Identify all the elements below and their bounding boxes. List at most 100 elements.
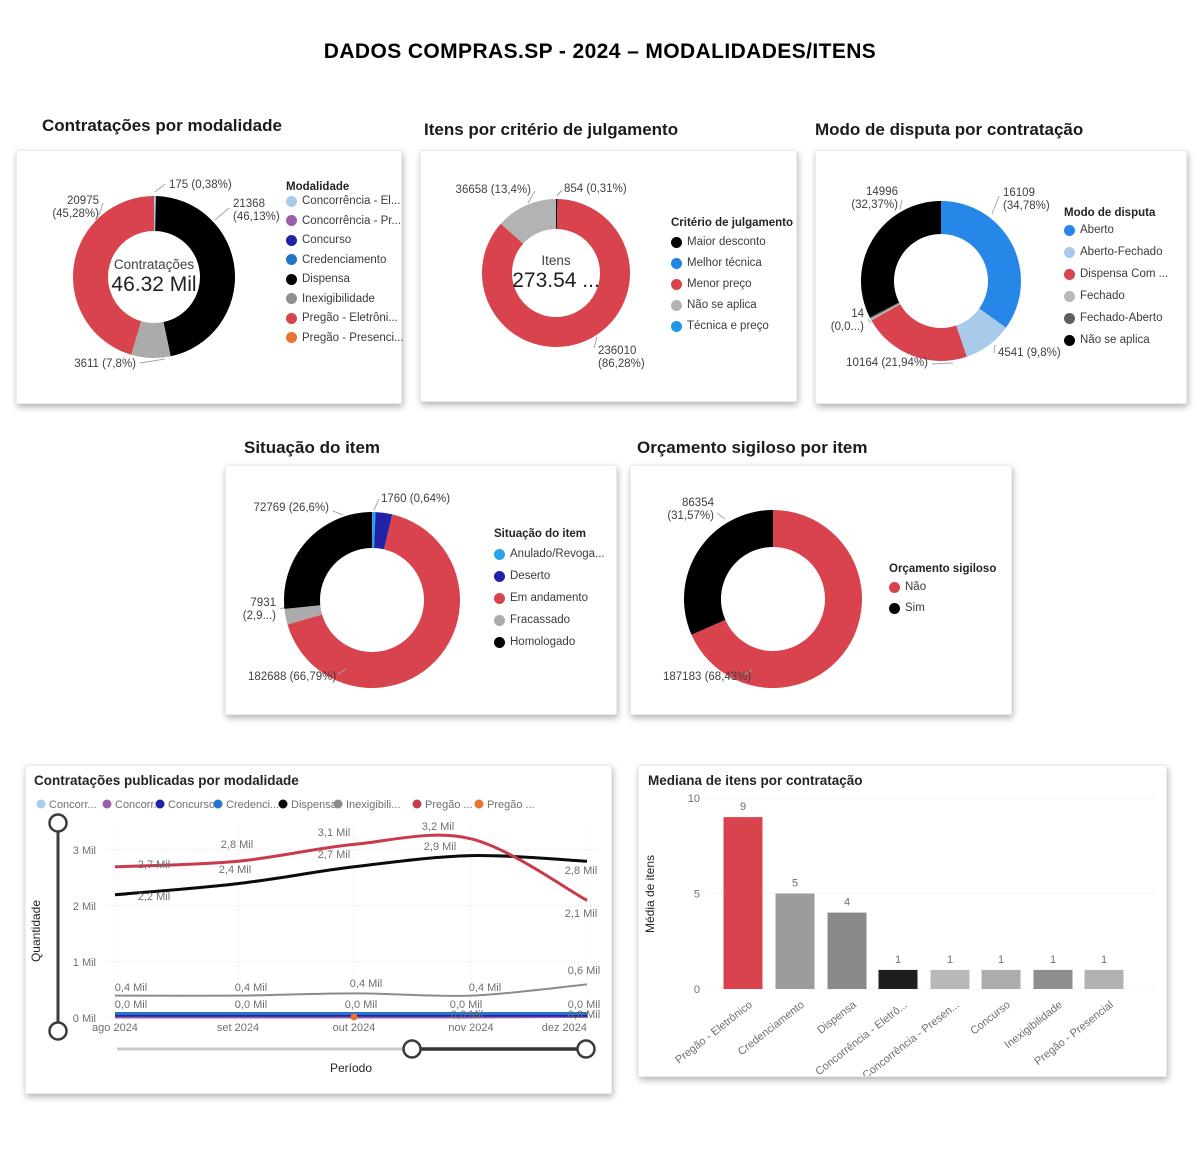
bar-Pregão - Presencial[interactable]	[1084, 969, 1124, 989]
legend-item-Aberto-Fechado[interactable]: Aberto-Fechado	[1064, 246, 1162, 258]
legend-item-Menor preço[interactable]: Menor preço	[671, 278, 752, 290]
legend-item-Inexigibilidade[interactable]: Inexigibilidade	[286, 293, 375, 305]
y-tick-label: 2 Mil	[73, 901, 96, 913]
legend-item-Maior desconto[interactable]: Maior desconto	[671, 236, 766, 248]
legend-item-Pregão - Presenci...[interactable]: Pregão - Presenci...	[286, 332, 404, 344]
line-legend-item-Concorr...[interactable]: Concorr...	[36, 799, 97, 811]
legend-item-label: Sim	[905, 602, 925, 614]
donut-slice-Não[interactable]	[691, 510, 862, 688]
legend-item-Não[interactable]: Não	[889, 581, 926, 593]
donut-slice-Menor preço[interactable]	[482, 199, 630, 347]
donut-slice-Fechado-Aberto[interactable]	[869, 302, 900, 319]
x-range-slider-handle[interactable]	[402, 1039, 422, 1059]
legend-item-Melhor técnica[interactable]: Melhor técnica	[671, 257, 762, 269]
legend-dot-icon	[1064, 246, 1075, 258]
bar-Inexigibilidade[interactable]	[1033, 969, 1073, 989]
legend-item-Dispensa[interactable]: Dispensa	[286, 273, 350, 285]
line-legend-item-Inexigibili...[interactable]: Inexigibili...	[333, 799, 401, 811]
line-legend-item-Pregão ...[interactable]: Pregão ...	[412, 799, 473, 811]
donut-slice-Não se aplica[interactable]	[500, 199, 556, 244]
bar-Dispensa[interactable]	[827, 912, 867, 989]
line-legend-item-Dispensa[interactable]: Dispensa	[278, 799, 338, 811]
donut-slice-Dispensa Com ...[interactable]	[871, 304, 967, 361]
x-category-label: Concorrência - Presen...	[861, 999, 962, 1076]
y-zoom-slider-handle[interactable]	[48, 813, 68, 833]
donut-slice-Deserto[interactable]	[374, 512, 393, 550]
y-tick-label: 3 Mil	[73, 845, 96, 857]
value-label: 0,0 Mil	[345, 999, 377, 1011]
bar-Pregão - Eletrônico[interactable]	[723, 817, 763, 989]
legend-dot-icon	[412, 799, 422, 809]
legend-item-Aberto[interactable]: Aberto	[1064, 224, 1114, 236]
legend-item-Sim[interactable]: Sim	[889, 602, 925, 614]
legend-item-Fechado-Aberto[interactable]: Fechado-Aberto	[1064, 312, 1162, 324]
donut-callout-label: 187183 (68,43%)	[663, 671, 751, 683]
callout-leader	[593, 336, 598, 349]
legend-dot-icon	[213, 799, 223, 809]
bar-Concorrência - Presen...[interactable]	[930, 969, 970, 989]
bar-Concurso[interactable]	[981, 969, 1021, 989]
legend-item-Não se aplica[interactable]: Não se aplica	[1064, 334, 1150, 346]
legend-item-Técnica e preço[interactable]: Técnica e preço	[671, 320, 769, 332]
legend-item-Concurso[interactable]: Concurso	[286, 234, 351, 246]
value-label: 2,8 Mil	[221, 839, 253, 851]
callout-leader	[337, 668, 347, 675]
y-axis-title: Média de itens	[643, 855, 657, 933]
series-line-Dispensa[interactable]	[114, 853, 588, 897]
donut-slice-Homologado[interactable]	[284, 512, 372, 609]
donut-slice-Dispensa[interactable]	[155, 196, 236, 357]
value-label: 3,2 Mil	[422, 821, 454, 833]
line-legend-item-Concurso[interactable]: Concurso	[155, 799, 216, 811]
legend-item-Anulado/Revoga...[interactable]: Anulado/Revoga...	[494, 548, 605, 560]
legend-item-Concorrência - Pr...[interactable]: Concorrência - Pr...	[286, 215, 401, 227]
bar-Credenciamento[interactable]	[775, 893, 815, 990]
legend-item-Fracassado[interactable]: Fracassado	[494, 614, 570, 626]
donut-slice-Inexigibilidade[interactable]	[131, 321, 171, 358]
bar-Concorrência - Eletrô...[interactable]	[878, 969, 918, 989]
donut-slice-Pregão - Eletrônico[interactable]	[73, 196, 154, 355]
legend-item-Deserto[interactable]: Deserto	[494, 570, 550, 582]
donut-slice-Aberto-Fechado[interactable]	[956, 308, 1006, 357]
legend-item-label: Fechado	[1080, 290, 1125, 302]
line-legend-item-Concorr...[interactable]: Concorr...	[102, 799, 163, 811]
donut-slice-Em andamento[interactable]	[287, 514, 460, 688]
series-point-Pregão ...[interactable]	[350, 1013, 358, 1021]
legend-item-Credenciamento[interactable]: Credenciamento	[286, 254, 386, 266]
x-tick-label: dez 2024	[542, 1022, 587, 1034]
bar-value-label: 4	[844, 897, 850, 909]
donut-slice-Fracassado[interactable]	[284, 605, 323, 625]
chart-card-disputa: 16109 (34,78%) 4541 (9,8%) 10164 (21,94%) 14…	[815, 150, 1187, 404]
sigiloso-donut-plot: 187183 (68,43%) 86354 (31,57%)	[663, 497, 862, 688]
callout-leader	[991, 195, 1000, 215]
legend-item-label: Deserto	[510, 570, 551, 582]
donut-slice-Não se aplica[interactable]	[861, 201, 941, 318]
donut-slice-Maior desconto[interactable]	[556, 199, 558, 230]
donut-slice-Sim[interactable]	[684, 510, 773, 635]
series-line-Inexigibili...[interactable]	[114, 983, 588, 997]
legend-dot-icon	[494, 592, 505, 604]
legend-item-Não se aplica[interactable]: Não se aplica	[671, 299, 757, 311]
donut-slice-Concorrência - Eletrônica[interactable]	[154, 196, 156, 232]
line-legend-item-Credenci...[interactable]: Credenci...	[213, 799, 280, 811]
legend-dot-icon	[286, 273, 297, 285]
legend-title: Orçamento sigiloso	[889, 563, 997, 575]
legend-item-Em andamento[interactable]: Em andamento	[494, 592, 588, 604]
donut-callout-label: 3611 (7,8%)	[74, 358, 136, 370]
legend-item-Concorrência - El...[interactable]: Concorrência - El...	[286, 195, 400, 207]
x-range-slider-handle[interactable]	[576, 1039, 596, 1059]
legend-item-label: Pregão - Eletrôni...	[302, 312, 398, 324]
y-zoom-slider-handle[interactable]	[48, 1021, 68, 1041]
callout-leader	[527, 190, 536, 204]
donut-slice-Fechado[interactable]	[870, 303, 901, 321]
legend-item-Homologado[interactable]: Homologado	[494, 636, 575, 648]
line-chart-title: Contratações publicadas por modalidade	[34, 773, 299, 788]
legend-item-Pregão - Eletrôni...[interactable]: Pregão - Eletrôni...	[286, 312, 398, 324]
donut-slice-Aberto[interactable]	[941, 201, 1021, 328]
legend-item-Fechado[interactable]: Fechado	[1064, 290, 1125, 302]
legend-item-Dispensa Com ...[interactable]: Dispensa Com ...	[1064, 268, 1168, 280]
series-line-Pregão ...[interactable]	[114, 833, 588, 902]
donut-slice-Anulado/Revogado[interactable]	[372, 512, 376, 549]
line-legend-item-Pregão ...[interactable]: Pregão ...	[474, 799, 535, 811]
x-tick-label: ago 2024	[92, 1022, 138, 1034]
